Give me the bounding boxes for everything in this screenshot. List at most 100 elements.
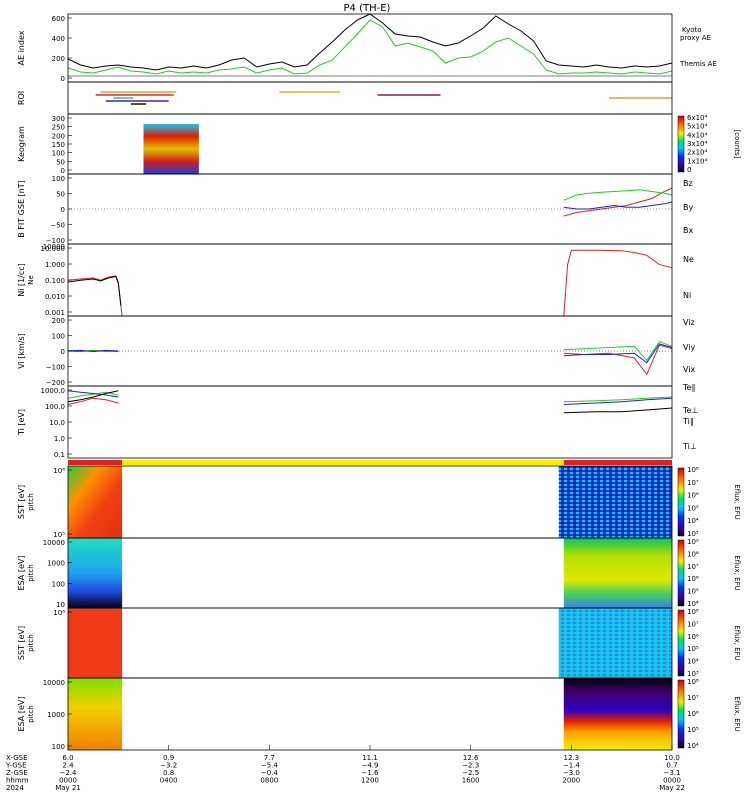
y-tick-n: 0.001 (45, 309, 65, 317)
mode-bar-red-left (68, 460, 123, 465)
spectrogram-sst-i-right (558, 608, 672, 678)
x-tick-label: 11.1 (362, 754, 378, 762)
y-tick-t: 0.1 (54, 451, 65, 459)
colorbar-tick-esa_full: 10⁵ (687, 588, 699, 596)
x-tick-label: −0.4 (261, 769, 279, 777)
legend-vix: Vix (683, 365, 696, 374)
y-tick-n: 0.010 (45, 293, 65, 301)
y-tick-sst_full: 10⁵ (53, 531, 65, 539)
y-tick-esa_i: 100 (52, 743, 65, 751)
x-row-label: hhmm (6, 777, 29, 785)
series-line-t-Te∥ (67, 390, 673, 414)
y-tick-bfit: −50 (50, 222, 65, 230)
x-tick-label: 12.3 (564, 754, 580, 762)
mode-bar-red-right (563, 460, 672, 465)
y-tick-esa_full: 100 (52, 580, 65, 588)
legend-ae-themis: Themis AE (679, 60, 717, 68)
colorbar-tick-keogram: 4x10⁴ (687, 131, 708, 139)
series-line-n-Ni (67, 275, 122, 306)
series-line-t-Ti⊥ (67, 390, 673, 405)
colorbar-tick-sst_full: 10³ (687, 530, 699, 538)
colorbar-tick-esa_full: 10⁴ (687, 600, 699, 608)
x-tick-label: 10.0 (664, 754, 680, 762)
y-tick-bfit: 50 (56, 191, 65, 199)
y-tick-sst_i: 10⁶ (53, 609, 65, 617)
x-tick-label: May 22 (659, 784, 685, 792)
x-tick-label: 6.0 (62, 754, 73, 762)
x-tick-label: May 21 (55, 784, 81, 792)
y-label-esa_full: ESA [eV] (17, 556, 26, 591)
legend-b-Bx: Bx (683, 226, 693, 235)
colorbar-tick-sst_i: 10⁸ (687, 608, 699, 616)
colorbar-esa_i (677, 679, 685, 749)
x-tick-label: −3.1 (664, 769, 681, 777)
x-tick-label: 0.7 (666, 762, 677, 770)
legend-ae-proxy: proxy AE (680, 34, 711, 42)
y-tick-keogram: 300 (52, 115, 65, 123)
x-tick-label: 2000 (562, 777, 580, 785)
colorbar-tick-keogram: 3x10⁴ (687, 140, 708, 148)
x-row-label: X-GSE (6, 754, 28, 762)
colorbar-tick-sst_i: 10⁷ (687, 620, 699, 628)
panel-frame-ae (67, 13, 673, 83)
colorbar-tick-keogram: 1x10⁴ (687, 157, 708, 165)
colorbar-tick-esa_full: 10⁷ (687, 563, 699, 571)
series-line-bfit-By (563, 189, 673, 201)
y-tick-ae: 200 (52, 55, 65, 63)
series-line-ae-Kyoto proxy AE (67, 19, 673, 75)
x-tick-label: 0000 (59, 777, 77, 785)
y-tick-t: 1.0 (54, 435, 65, 443)
series-line-v-Vix (67, 343, 673, 364)
colorbar-label-keogram: [counts] (733, 130, 741, 159)
y-tick-esa_i: 10000 (43, 679, 65, 687)
x-tick-label: 0000 (663, 777, 681, 785)
colorbar-esa_full (677, 539, 685, 607)
colorbar-tick-sst_full: 10⁴ (687, 517, 699, 525)
legend-b-By: By (683, 203, 693, 212)
x-tick-label: −5.4 (261, 762, 279, 770)
y-tick-esa_full: 10000 (43, 539, 65, 547)
x-tick-label: −4.9 (362, 762, 379, 770)
mode-bar-yellow (122, 460, 564, 465)
y-label-esa_i: ESA [eV] (17, 697, 26, 732)
y-tick-bfit: −100 (46, 237, 65, 245)
y-tick-keogram: 150 (52, 141, 65, 149)
x-tick-label: −1.6 (362, 769, 380, 777)
colorbar-tick-sst_i: 10⁶ (687, 633, 699, 641)
y-label-bfit: B FIT GSE [nT] (17, 180, 26, 238)
series-line-t-Ti∥ (67, 391, 673, 403)
x-tick-label: −3.0 (563, 769, 580, 777)
y-label-ae: AE index (17, 30, 26, 65)
legend-b-Bz: Bz (683, 179, 693, 188)
colorbar-tick-keogram: 5x10⁴ (687, 123, 708, 131)
spectrogram-esa-full-right (563, 538, 672, 608)
colorbar-label-sst_full: Eflux, EFU (733, 484, 741, 519)
y-tick-top-n: 10000 (43, 243, 65, 251)
legend-te-perp: Te⊥ (682, 406, 698, 415)
series-line-ae-Themis AE (67, 13, 673, 71)
colorbar-tick-sst_full: 10⁸ (687, 466, 699, 474)
colorbar-tick-esa_i: 10⁴ (687, 742, 699, 750)
y-tick-v: −100 (46, 364, 65, 372)
colorbar-label-esa_full: Eflux, EFU (733, 555, 741, 590)
series-line-bfit-Bx (563, 201, 673, 210)
spectrogram-sst-i-left (68, 608, 123, 678)
x-tick-label: 0800 (260, 777, 278, 785)
colorbar-tick-keogram: 2x10⁴ (687, 149, 708, 157)
legend-te-par: Te∥ (682, 383, 695, 392)
x-tick-label: −2.4 (60, 769, 78, 777)
y-tick-v: 0 (61, 348, 65, 356)
series-line-t-Te⊥ (67, 397, 119, 405)
colorbar-sst_full (677, 467, 685, 537)
x-tick-label: 12.6 (463, 754, 479, 762)
y-tick-keogram: 200 (52, 132, 65, 140)
series-line-v-Viz (67, 344, 673, 376)
y-label-v: Vi [km/s] (17, 333, 26, 369)
x-tick-label: −3.2 (160, 762, 177, 770)
colorbar-label-sst_i: Eflux, EFU (733, 625, 741, 660)
spectrogram-esa-i-right (563, 678, 672, 750)
x-tick-label: 0.8 (163, 769, 174, 777)
y-label-sst_full: SST [eV] (17, 485, 26, 519)
colorbar-tick-esa_i: 10⁸ (687, 678, 699, 686)
series-line-n-Ne (67, 249, 673, 317)
